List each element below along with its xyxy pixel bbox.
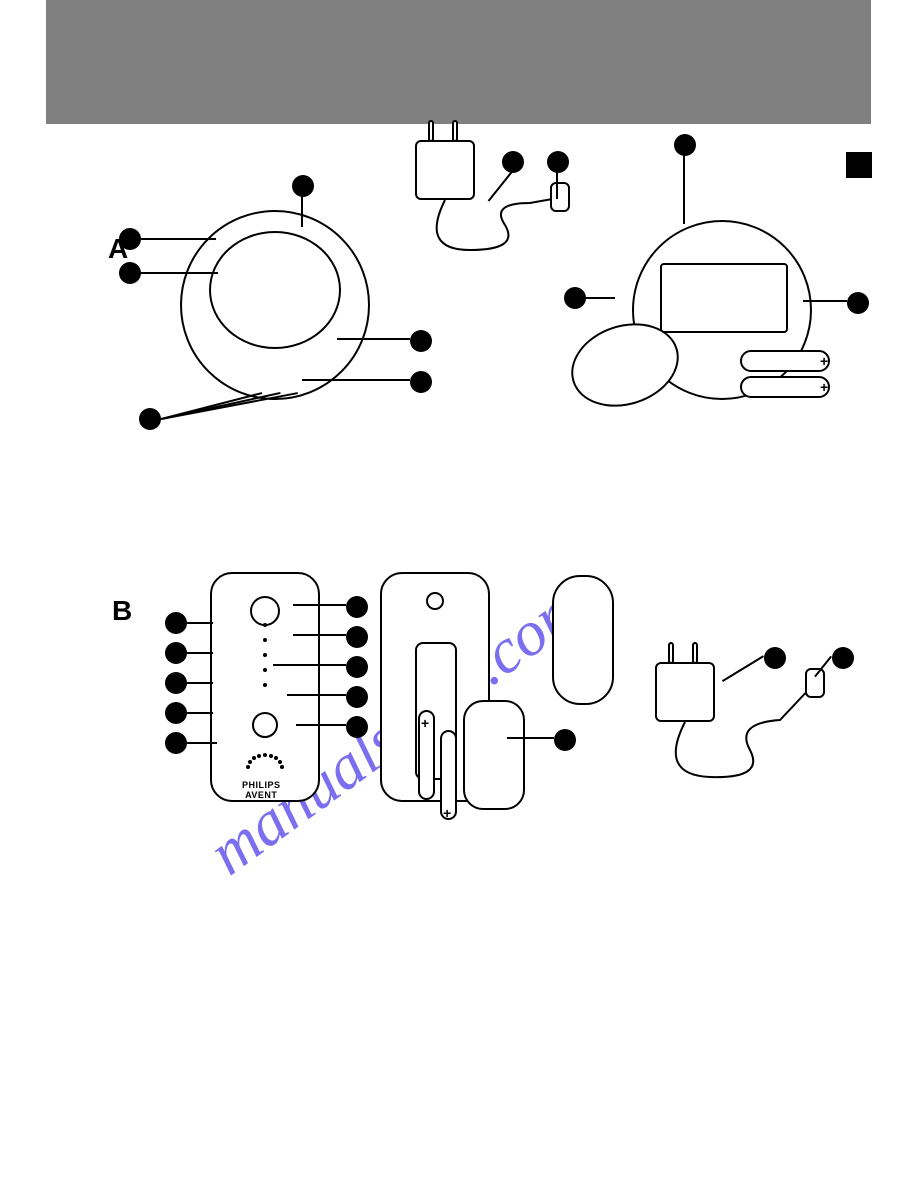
adapter-b-prong — [668, 642, 674, 664]
callout-dot — [346, 716, 368, 738]
belt-clip-hole — [426, 592, 444, 610]
leader-line — [187, 622, 213, 624]
brand-line2: AVENT — [245, 790, 277, 800]
brand-line1: PHILIPS — [242, 780, 281, 790]
callout-dot — [847, 292, 869, 314]
callout-dot — [410, 371, 432, 393]
battery-polarity-icon: + — [421, 716, 429, 730]
baby-unit-battery-slot — [660, 263, 788, 333]
battery-polarity-icon: + — [443, 806, 451, 820]
leader-line — [586, 297, 615, 299]
leader-line — [141, 238, 216, 240]
battery-polarity-icon: + — [820, 354, 828, 368]
brand-label: PHILIPS AVENT — [242, 780, 281, 800]
adapter-a-cable — [430, 195, 600, 275]
led-dot — [263, 638, 267, 642]
adapter-a-body — [415, 140, 475, 200]
leader-line — [722, 656, 764, 682]
callout-dot — [554, 729, 576, 751]
callout-dot — [165, 732, 187, 754]
speaker-dot — [263, 753, 267, 757]
leader-line — [684, 155, 686, 224]
leader-line — [557, 172, 559, 199]
adapter-a-prong — [428, 120, 434, 142]
callout-dot — [165, 612, 187, 634]
callout-dot — [139, 408, 161, 430]
battery-door — [463, 700, 525, 810]
battery-aa — [740, 350, 830, 372]
section-label-b: B — [112, 595, 132, 627]
callout-dot — [764, 647, 786, 669]
leader-line — [302, 196, 304, 227]
battery-polarity-icon: + — [820, 380, 828, 394]
callout-dot — [832, 647, 854, 669]
page-marker — [846, 152, 872, 178]
callout-dot — [346, 686, 368, 708]
adapter-b-cable — [670, 715, 850, 805]
adapter-a-small-plug — [550, 182, 570, 212]
header-band — [46, 0, 871, 124]
callout-dot — [674, 134, 696, 156]
callout-dot — [292, 175, 314, 197]
callout-dot — [165, 642, 187, 664]
led-dot — [263, 653, 267, 657]
callout-dot — [564, 287, 586, 309]
baby-unit-face — [209, 231, 341, 349]
callout-dot — [119, 228, 141, 250]
led-dot — [263, 623, 267, 627]
parent-unit-speaker-hole — [250, 596, 280, 626]
leader-line — [187, 652, 213, 654]
adapter-b-body — [655, 662, 715, 722]
callout-dot — [547, 151, 569, 173]
callout-dot — [165, 702, 187, 724]
power-button-icon — [252, 712, 278, 738]
adapter-b-prong — [692, 642, 698, 664]
leader-line — [141, 272, 218, 274]
battery-aa — [740, 376, 830, 398]
callout-dot — [119, 262, 141, 284]
adapter-a-prong — [452, 120, 458, 142]
belt-clip — [552, 575, 614, 705]
adapter-b-small-plug — [805, 668, 825, 698]
led-dot — [263, 683, 267, 687]
callout-dot — [410, 330, 432, 352]
speaker-dot — [269, 754, 273, 758]
leader-line — [187, 742, 217, 744]
callout-dot — [165, 672, 187, 694]
leader-line — [187, 712, 213, 714]
callout-dot — [346, 656, 368, 678]
callout-dot — [346, 626, 368, 648]
leader-line — [187, 682, 213, 684]
leader-line — [161, 392, 298, 419]
callout-dot — [346, 596, 368, 618]
led-dot — [263, 668, 267, 672]
callout-dot — [502, 151, 524, 173]
